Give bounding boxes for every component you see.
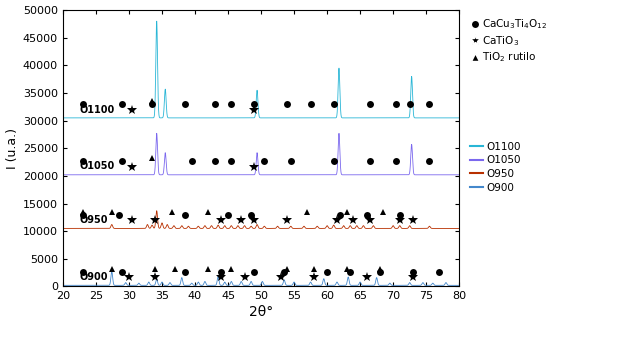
Legend: O1100, O1050, O950, O900: O1100, O1050, O950, O900 bbox=[469, 140, 523, 195]
Text: O1050: O1050 bbox=[79, 161, 114, 172]
Y-axis label: I (u.a.): I (u.a.) bbox=[6, 128, 19, 169]
X-axis label: 2θ°: 2θ° bbox=[249, 305, 273, 319]
Text: O1100: O1100 bbox=[79, 104, 114, 115]
Text: O950: O950 bbox=[79, 215, 108, 225]
Text: O900: O900 bbox=[79, 272, 108, 282]
